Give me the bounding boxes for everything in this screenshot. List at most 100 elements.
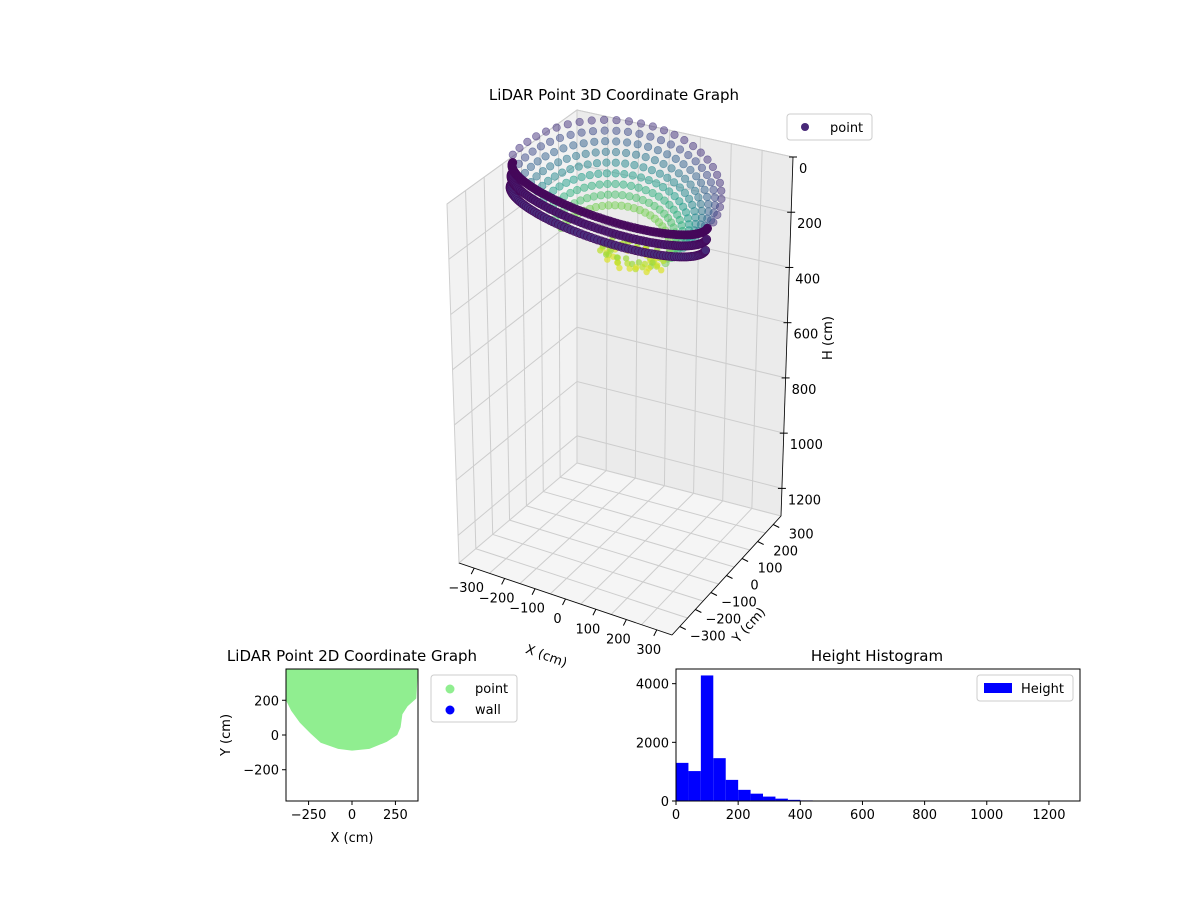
point-marker-3d xyxy=(616,264,623,272)
point-marker-3d xyxy=(546,162,555,171)
z-tick-label-3d: 1200 xyxy=(788,493,821,508)
point-marker-3d xyxy=(630,161,639,170)
point-marker-3d xyxy=(612,137,621,146)
x-tick-label-2d: 250 xyxy=(383,808,408,823)
point-marker-3d xyxy=(697,163,707,172)
point-marker-3d xyxy=(679,160,688,169)
legend-swatch-wall-2d xyxy=(445,705,455,715)
x-tick-label-2d: 0 xyxy=(348,808,356,823)
point-marker-3d xyxy=(622,255,630,262)
point-marker-3d xyxy=(665,187,674,196)
point-marker-3d xyxy=(692,172,701,181)
point-marker-3d xyxy=(641,260,648,268)
point-marker-3d xyxy=(658,183,668,192)
point-marker-3d xyxy=(589,192,599,201)
point-marker-3d xyxy=(625,192,634,201)
x-tick-label-histogram: 1200 xyxy=(1032,808,1065,823)
legend-swatch-height xyxy=(984,683,1012,693)
ticks-2d: −250 0 250 −200 0 200 xyxy=(243,694,408,823)
histogram-bar xyxy=(713,758,726,801)
point-marker-3d xyxy=(611,158,620,167)
point-marker-3d xyxy=(585,171,594,180)
point-marker-3d xyxy=(624,260,631,267)
plot-frame-histogram xyxy=(675,668,1081,802)
point-marker-3d xyxy=(611,148,621,157)
point-marker-3d xyxy=(635,259,643,266)
point-marker-3d xyxy=(580,183,589,192)
y-tick-label-3d: −100 xyxy=(721,596,757,611)
point-marker-3d xyxy=(652,179,661,188)
point-marker-3d xyxy=(710,193,720,202)
histogram-bar xyxy=(700,675,714,801)
point-marker-3d xyxy=(659,126,669,135)
z-tick-label-3d: 400 xyxy=(795,272,820,287)
point-marker-3d xyxy=(686,165,695,175)
point-marker-3d xyxy=(572,186,582,195)
point-marker-3d xyxy=(532,172,541,181)
y-axis-label-2d: Y (cm) xyxy=(219,714,234,757)
y-tick-label-3d: −200 xyxy=(705,613,741,628)
point-marker-3d xyxy=(612,116,621,125)
histogram-bar xyxy=(787,799,801,801)
point-marker-3d xyxy=(577,128,586,137)
x-tick-label-3d: −100 xyxy=(509,602,545,617)
point-marker-3d xyxy=(649,259,656,266)
chart-2d: LiDAR Point 2D Coordinate Graph −250 0 250… xyxy=(219,647,518,846)
histogram-bars xyxy=(676,675,1074,801)
point-marker-3d xyxy=(611,169,620,178)
point-marker-3d xyxy=(602,158,611,167)
point-marker-3d xyxy=(684,151,693,160)
legend-2d: point wall xyxy=(430,674,518,723)
point-marker-3d xyxy=(563,120,572,129)
point-marker-3d xyxy=(653,146,663,155)
point-marker-3d xyxy=(566,130,575,139)
point-marker-3d xyxy=(686,180,695,189)
x-tick-label-histogram: 200 xyxy=(726,808,751,823)
point-marker-3d xyxy=(675,183,685,192)
point-marker-3d xyxy=(696,148,705,157)
point-marker-3d xyxy=(603,179,612,189)
point-marker-3d xyxy=(633,140,642,149)
point-marker-3d xyxy=(591,148,600,157)
point-marker-3d xyxy=(596,191,606,200)
point-marker-3d xyxy=(666,140,676,149)
z-tick-label-3d: 200 xyxy=(797,217,822,232)
chart-histogram: Height Histogram 0 200 400 600 800 1000 1200 0 2… xyxy=(636,647,1081,823)
z-tick-label-3d: 1000 xyxy=(790,438,823,453)
point-marker-3d xyxy=(523,137,532,146)
point-marker-3d xyxy=(631,150,641,159)
point-marker-3d xyxy=(558,168,567,177)
point-marker-3d xyxy=(536,142,546,151)
point-marker-3d xyxy=(708,162,718,172)
point-marker-3d xyxy=(703,155,712,164)
point-marker-3d xyxy=(613,254,621,261)
point-marker-3d xyxy=(715,178,725,187)
ticks-histogram: 0 200 400 600 800 1000 1200 0 2000 4000 xyxy=(636,678,1066,823)
x-tick-label-histogram: 800 xyxy=(912,808,937,823)
legend-label-wall-2d: wall xyxy=(475,703,501,718)
point-marker-3d xyxy=(581,149,590,158)
point-marker-3d xyxy=(643,142,653,151)
point-marker-3d xyxy=(626,181,636,190)
point-marker-3d xyxy=(574,162,583,171)
point-marker-3d xyxy=(670,192,679,201)
point-marker-3d xyxy=(595,180,604,189)
point-marker-3d xyxy=(618,191,627,200)
y-tick-label-2d: 0 xyxy=(271,729,279,744)
histogram-bar xyxy=(775,798,788,801)
y-tick-label-3d: 200 xyxy=(773,545,798,560)
legend-label-point-3d: point xyxy=(830,121,863,136)
z-tick-label-3d: 800 xyxy=(792,383,817,398)
point-marker-3d xyxy=(583,160,592,169)
point-marker-3d xyxy=(543,176,553,185)
point-marker-3d xyxy=(680,136,689,145)
point-marker-3d xyxy=(701,245,711,255)
x-axis-label-2d: X (cm) xyxy=(331,831,374,846)
point-marker-3d xyxy=(641,186,650,195)
histogram-bar xyxy=(688,771,701,801)
legend-histogram: Height xyxy=(976,674,1074,702)
point-marker-3d xyxy=(658,267,665,274)
point-marker-3d xyxy=(634,183,643,192)
point-marker-3d xyxy=(647,166,657,175)
point-marker-3d xyxy=(694,193,703,202)
